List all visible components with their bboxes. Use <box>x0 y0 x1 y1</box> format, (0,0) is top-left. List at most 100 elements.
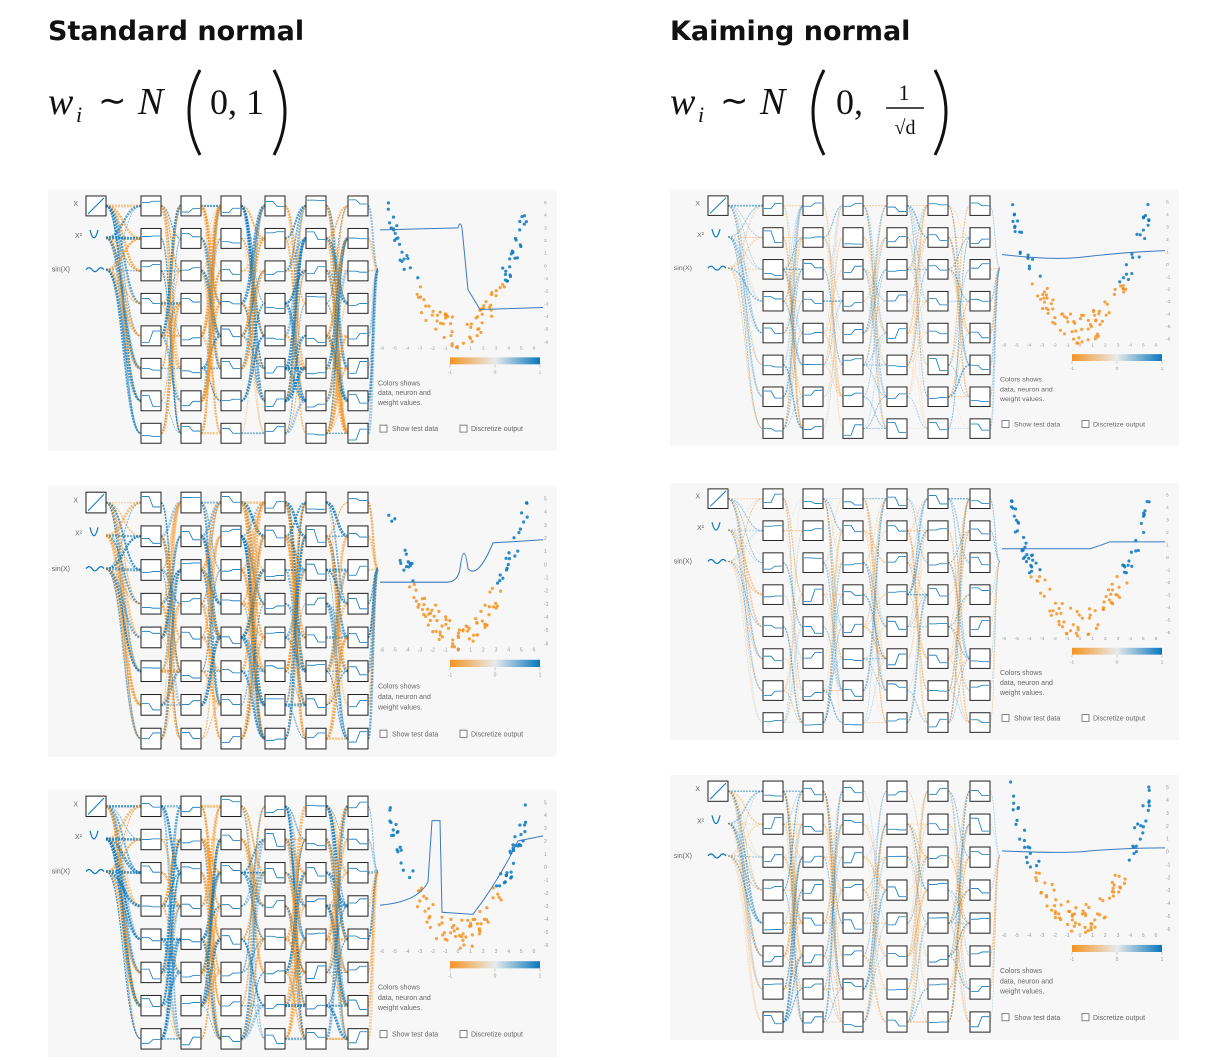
scatter-dot <box>1112 883 1116 887</box>
connection <box>284 302 307 434</box>
x-tick-label: -6 <box>1002 933 1007 939</box>
scatter-dot <box>401 868 405 872</box>
scatter-dot <box>523 823 527 827</box>
output-curve <box>1002 541 1165 550</box>
neuron <box>264 525 286 548</box>
neuron <box>180 491 202 514</box>
node-icon <box>266 426 284 432</box>
connection <box>160 670 182 739</box>
scatter-dot <box>424 614 428 619</box>
connection <box>159 501 183 605</box>
node-icon <box>349 999 367 1010</box>
checkbox[interactable] <box>1081 420 1090 428</box>
connection <box>727 855 764 1023</box>
connection <box>199 871 223 974</box>
connection <box>782 300 804 398</box>
scatter-dot <box>1124 272 1129 276</box>
node-icon <box>142 998 160 1007</box>
scatter-dot <box>504 873 509 878</box>
checkbox[interactable] <box>1001 714 1010 722</box>
checkbox[interactable] <box>1001 1013 1010 1022</box>
connection <box>727 529 764 563</box>
node-icon <box>764 794 782 797</box>
checkbox[interactable] <box>1001 420 1010 428</box>
node-icon <box>804 501 822 504</box>
connection <box>947 593 971 660</box>
checkbox[interactable] <box>379 1030 388 1039</box>
connection <box>782 856 804 957</box>
scatter-dot <box>410 561 414 566</box>
connection <box>367 870 379 974</box>
scatter-dot <box>498 578 502 583</box>
node-icon <box>222 398 240 402</box>
input-icon <box>85 267 105 273</box>
neuron <box>762 520 784 541</box>
scatter-dot <box>465 625 469 629</box>
input-icon <box>711 815 721 825</box>
neuron <box>969 712 991 733</box>
connection <box>989 561 1001 723</box>
neuron <box>802 846 824 868</box>
scatter-dot <box>391 828 395 832</box>
node-icon <box>804 426 822 430</box>
scatter-dot <box>1053 601 1058 605</box>
connection <box>822 205 844 366</box>
checkbox[interactable] <box>459 1030 468 1039</box>
neuron <box>762 552 784 573</box>
connection <box>989 561 1001 659</box>
checkbox[interactable] <box>379 729 388 738</box>
connection <box>906 561 929 660</box>
scatter-dot <box>1141 804 1145 808</box>
neuron <box>347 260 369 282</box>
scatter-dot <box>407 565 411 569</box>
checkbox-label: Discretize output <box>1093 1015 1145 1022</box>
scatter-dot <box>524 820 528 824</box>
connection <box>200 367 222 402</box>
scatter-dot <box>513 554 517 558</box>
connection <box>200 269 222 435</box>
neuron <box>886 912 908 934</box>
connection <box>727 561 764 659</box>
connection <box>727 823 764 825</box>
connection <box>160 301 182 370</box>
connection <box>105 268 142 337</box>
scatter-dot <box>461 628 465 632</box>
scatter-dot <box>1075 341 1079 345</box>
neuron <box>305 195 327 217</box>
scatter-dot <box>1110 582 1114 586</box>
node-icon <box>349 333 367 340</box>
scatter-dot <box>461 938 465 943</box>
scatter-dot <box>1117 874 1121 878</box>
connection <box>782 790 804 891</box>
connection <box>782 268 804 430</box>
connection <box>782 205 804 334</box>
connection <box>862 594 888 660</box>
connection <box>862 332 888 429</box>
scatter-dot <box>456 631 461 635</box>
checkbox[interactable] <box>459 729 468 738</box>
neuron <box>264 895 286 917</box>
scatter-dot <box>402 257 406 261</box>
scatter-dot <box>1133 826 1137 830</box>
connection <box>200 237 222 370</box>
input-label: sin(X) <box>52 267 70 274</box>
connection <box>782 530 804 659</box>
checkbox[interactable] <box>459 424 468 433</box>
connection <box>989 267 1001 430</box>
connection <box>862 237 888 302</box>
checkbox[interactable] <box>1081 1013 1090 1022</box>
connection <box>906 530 929 723</box>
node-icon <box>307 965 325 979</box>
checkbox[interactable] <box>1081 714 1090 722</box>
scatter-dot <box>1012 514 1016 518</box>
checkbox[interactable] <box>379 424 388 433</box>
legend-text: weight values. <box>999 396 1044 403</box>
scatter-dot <box>496 581 500 585</box>
node-icon <box>804 652 822 659</box>
node-icon <box>844 689 862 697</box>
node-icon <box>888 328 906 339</box>
scatter-dot <box>1117 585 1121 589</box>
connection <box>822 823 844 924</box>
scatter-dot <box>1054 898 1058 902</box>
